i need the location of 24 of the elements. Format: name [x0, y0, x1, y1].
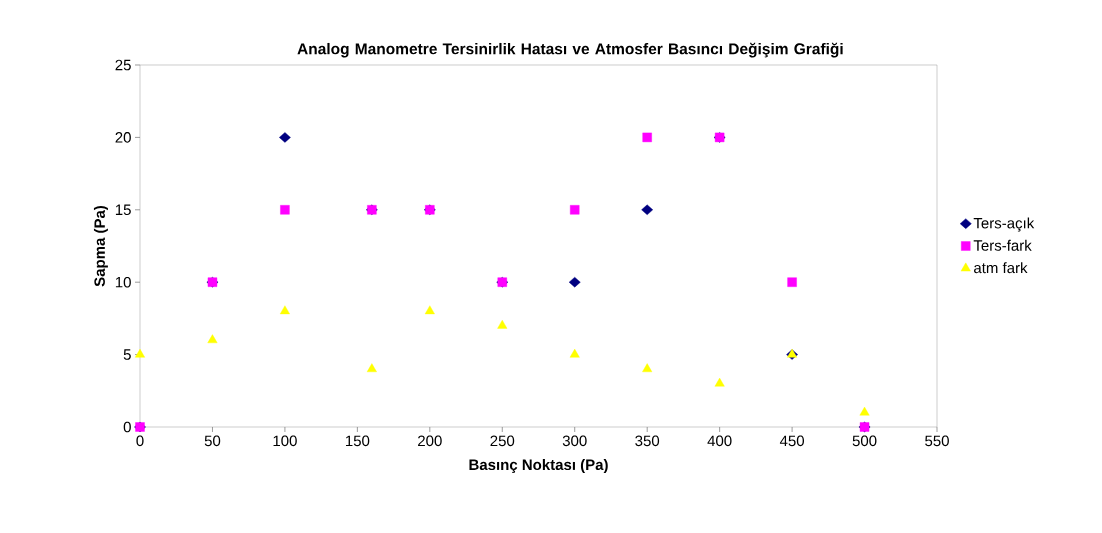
x-tick-label: 500	[852, 435, 877, 447]
y-tick-label: 20	[115, 132, 131, 143]
x-tick-label: 50	[204, 435, 221, 447]
x-tick-label: 450	[779, 435, 805, 447]
x-tick-label: 300	[562, 435, 587, 447]
x-tick-label: 0	[136, 435, 144, 447]
legend-label: Ters-fark	[973, 239, 1032, 251]
chart-title: Analog Manometre Tersinirlik Hatası ve Atmosfer Basıncı Değişim Grafiği	[297, 42, 843, 58]
x-tick-label: 100	[273, 435, 297, 447]
legend-label: Ters-açık	[973, 217, 1035, 232]
y-tick-label: 5	[123, 349, 131, 360]
x-tick-label: 550	[925, 435, 949, 447]
x-tick-label: 150	[346, 435, 370, 447]
y-tick-label: 15	[115, 204, 131, 216]
y-tick-label: 25	[115, 59, 131, 71]
y-tick-label: 0	[123, 421, 131, 433]
legend-label: atm fark	[974, 262, 1028, 274]
y-axis-title: Sapma (Pa)	[93, 205, 108, 287]
x-tick-label: 200	[418, 435, 442, 447]
x-tick-label: 350	[635, 435, 660, 447]
x-axis-title: Basınç Noktası (Pa)	[469, 459, 608, 473]
x-tick-label: 250	[490, 435, 515, 447]
y-tick-label: 10	[115, 276, 131, 288]
x-tick-label: 400	[707, 435, 732, 447]
